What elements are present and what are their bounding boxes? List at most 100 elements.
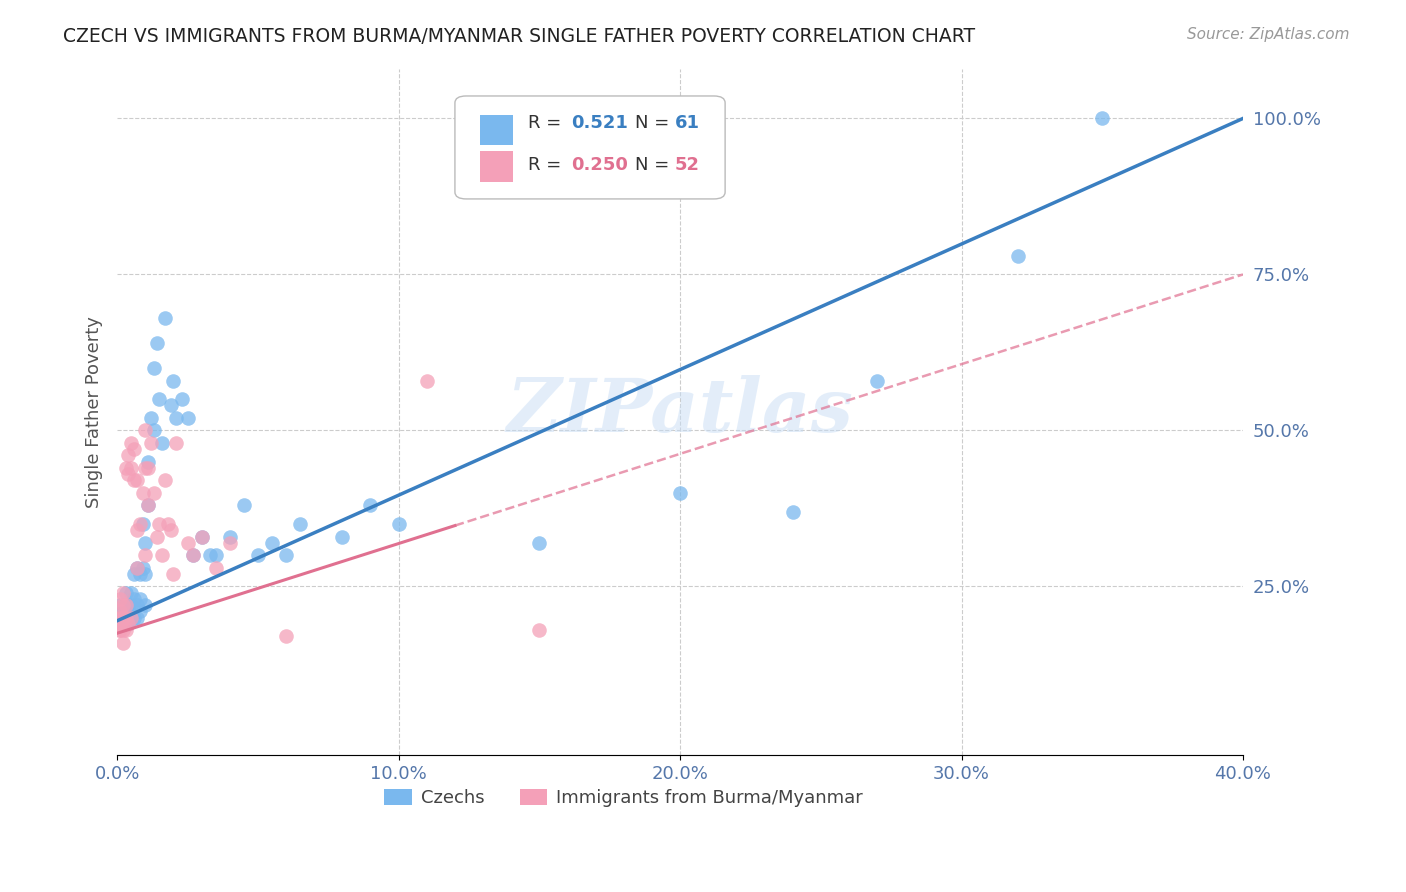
Point <box>150 436 173 450</box>
FancyBboxPatch shape <box>479 114 513 145</box>
Point <box>114 610 136 624</box>
Point <box>134 535 156 549</box>
Point <box>529 623 551 637</box>
Point <box>114 461 136 475</box>
Point <box>125 523 148 537</box>
Point <box>117 616 139 631</box>
Point <box>218 535 240 549</box>
Point <box>136 498 159 512</box>
Text: 0.250: 0.250 <box>571 155 627 174</box>
Point <box>529 535 551 549</box>
Point <box>204 560 226 574</box>
Point <box>114 623 136 637</box>
Point <box>165 436 187 450</box>
Point <box>107 610 129 624</box>
Point <box>139 411 162 425</box>
Point <box>170 392 193 407</box>
Point <box>181 548 204 562</box>
Point <box>198 548 221 562</box>
Point <box>232 498 254 512</box>
Point <box>142 424 165 438</box>
Text: CZECH VS IMMIGRANTS FROM BURMA/MYANMAR SINGLE FATHER POVERTY CORRELATION CHART: CZECH VS IMMIGRANTS FROM BURMA/MYANMAR S… <box>63 27 976 45</box>
Point <box>181 548 204 562</box>
Point <box>142 361 165 376</box>
Point <box>148 392 170 407</box>
Point <box>153 311 176 326</box>
Point <box>669 485 692 500</box>
Point <box>128 604 150 618</box>
Point <box>162 374 184 388</box>
Point <box>125 560 148 574</box>
Text: 52: 52 <box>675 155 699 174</box>
Point <box>128 516 150 531</box>
Point <box>159 523 181 537</box>
FancyBboxPatch shape <box>456 96 725 199</box>
Point <box>120 610 142 624</box>
Point <box>139 436 162 450</box>
Point <box>125 610 148 624</box>
Point <box>122 610 145 624</box>
Point <box>153 474 176 488</box>
Point <box>111 598 134 612</box>
Point <box>120 585 142 599</box>
Point <box>120 461 142 475</box>
Point <box>145 336 167 351</box>
Point <box>134 598 156 612</box>
Point <box>114 616 136 631</box>
Point <box>136 461 159 475</box>
Point <box>288 516 311 531</box>
Point <box>190 529 212 543</box>
Point <box>120 598 142 612</box>
Point <box>114 598 136 612</box>
Point <box>108 616 131 631</box>
Y-axis label: Single Father Poverty: Single Father Poverty <box>86 316 103 508</box>
Point <box>1007 249 1029 263</box>
Point <box>111 585 134 599</box>
Point <box>111 623 134 637</box>
Point <box>274 548 297 562</box>
Point <box>107 623 129 637</box>
Point <box>416 374 439 388</box>
Point <box>122 566 145 581</box>
Point <box>117 598 139 612</box>
Point <box>108 598 131 612</box>
Point <box>176 535 198 549</box>
Point <box>128 591 150 606</box>
Point <box>134 548 156 562</box>
Point <box>111 604 134 618</box>
Point <box>165 411 187 425</box>
Point <box>557 124 579 138</box>
Point <box>388 516 411 531</box>
Text: R =: R = <box>529 155 567 174</box>
Point <box>162 566 184 581</box>
Point <box>117 449 139 463</box>
Point <box>204 548 226 562</box>
Point <box>131 485 153 500</box>
Point <box>134 461 156 475</box>
Point <box>131 516 153 531</box>
Point <box>108 591 131 606</box>
Text: Source: ZipAtlas.com: Source: ZipAtlas.com <box>1187 27 1350 42</box>
Point <box>125 598 148 612</box>
Text: R =: R = <box>529 114 567 132</box>
Point <box>122 474 145 488</box>
Point <box>117 616 139 631</box>
Point <box>360 498 382 512</box>
Point <box>1091 112 1114 126</box>
Text: N =: N = <box>636 155 675 174</box>
Point <box>156 516 179 531</box>
Point <box>111 616 134 631</box>
Point <box>866 374 889 388</box>
Text: 61: 61 <box>675 114 699 132</box>
Text: N =: N = <box>636 114 675 132</box>
Point <box>134 424 156 438</box>
Point <box>159 399 181 413</box>
Point <box>122 442 145 457</box>
Point <box>120 610 142 624</box>
Point <box>125 560 148 574</box>
Point <box>117 604 139 618</box>
Point <box>148 516 170 531</box>
Point <box>111 610 134 624</box>
Point <box>246 548 269 562</box>
Point <box>114 598 136 612</box>
